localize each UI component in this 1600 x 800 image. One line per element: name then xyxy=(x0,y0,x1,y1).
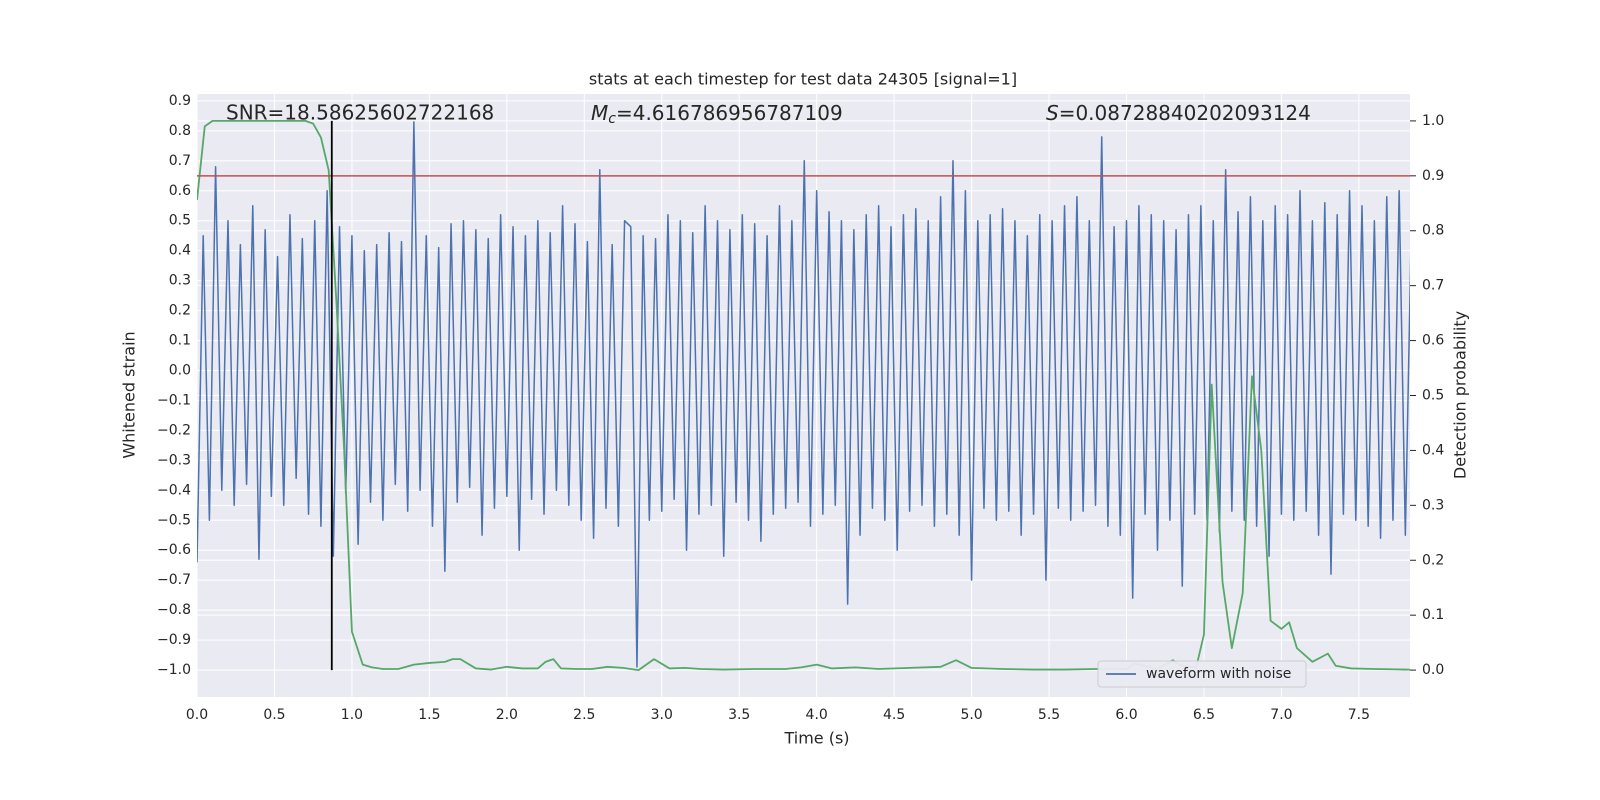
y-tick-label: 0.8 xyxy=(169,123,191,139)
x-tick-label: 6.0 xyxy=(1115,707,1137,723)
x-tick-label: 7.5 xyxy=(1348,707,1370,723)
y-tick-label: 0.3 xyxy=(169,273,191,289)
x-tick-label: 2.5 xyxy=(573,707,595,723)
y-tick-label: −0.3 xyxy=(157,452,191,468)
series-line xyxy=(197,120,1410,671)
annotation: S=0.08728840202093124 xyxy=(1046,101,1311,125)
y-tick-label: 0.7 xyxy=(169,153,191,169)
x-axis-label: Time (s) xyxy=(783,729,849,748)
y2-tick-label: 0.0 xyxy=(1422,662,1444,678)
y-tick-label: −1.0 xyxy=(157,662,191,678)
y-tick-label: −0.4 xyxy=(157,482,191,498)
x-tick-label: 1.5 xyxy=(418,707,440,723)
x-tick-label: 6.5 xyxy=(1193,707,1215,723)
y2-axis-label: Detection probability xyxy=(1451,311,1470,479)
legend-box xyxy=(1097,660,1307,688)
annotation-value: =4.616786956787109 xyxy=(616,101,843,125)
y-tick-label: −0.5 xyxy=(157,512,191,528)
y-tick-label: −0.9 xyxy=(157,632,191,648)
annotation-symbol: M xyxy=(591,101,608,125)
annotation-value: =0.08728840202093124 xyxy=(1059,101,1311,125)
annotation: SNR=18.58625602722168 xyxy=(226,101,494,125)
y-tick-label: 0.9 xyxy=(169,93,191,109)
y2-tick-label: 1.0 xyxy=(1422,113,1444,129)
y-tick-label: −0.2 xyxy=(157,422,191,438)
legend-label: waveform with noise xyxy=(1146,666,1291,682)
annotation: Mc=4.616786956787109 xyxy=(591,101,843,128)
y-tick-label: −0.6 xyxy=(157,542,191,558)
x-tick-label: 5.5 xyxy=(1038,707,1060,723)
annotation-subscript: c xyxy=(608,111,616,127)
y2-tick-label: 0.2 xyxy=(1422,552,1444,568)
y-tick-label: 0.0 xyxy=(169,362,191,378)
y-tick-label: −0.7 xyxy=(157,572,191,588)
x-tick-label: 7.0 xyxy=(1270,707,1292,723)
y-tick-label: −0.8 xyxy=(157,602,191,618)
y2-tick-label: 0.1 xyxy=(1422,607,1444,623)
x-tick-label: 4.0 xyxy=(806,707,828,723)
annotation-symbol: S xyxy=(1046,101,1059,125)
y-tick-label: 0.4 xyxy=(169,243,191,259)
x-tick-label: 0.5 xyxy=(263,707,285,723)
y-axis-label: Whitened strain xyxy=(120,331,139,458)
y-tick-label: 0.6 xyxy=(169,183,191,199)
y-tick-label: −0.1 xyxy=(157,392,191,408)
y-tick-label: 0.5 xyxy=(169,213,191,229)
y2-tick-label: 0.9 xyxy=(1422,168,1444,184)
y2-tick-label: 0.8 xyxy=(1422,223,1444,239)
x-tick-label: 4.5 xyxy=(883,707,905,723)
y-tick-label: 0.2 xyxy=(169,303,191,319)
y2-tick-label: 0.5 xyxy=(1422,388,1444,404)
y2-tick-label: 0.7 xyxy=(1422,278,1444,294)
series-line xyxy=(197,121,1410,668)
y2-tick-label: 0.4 xyxy=(1422,442,1444,458)
x-tick-label: 0.0 xyxy=(186,707,208,723)
y2-tick-label: 0.3 xyxy=(1422,497,1444,513)
y-tick-label: 0.1 xyxy=(169,333,191,349)
x-tick-label: 2.0 xyxy=(496,707,518,723)
y2-tick-label: 0.6 xyxy=(1422,333,1444,349)
x-tick-label: 1.0 xyxy=(341,707,363,723)
x-tick-label: 3.0 xyxy=(651,707,673,723)
x-tick-label: 3.5 xyxy=(728,707,750,723)
chart-title: stats at each timestep for test data 243… xyxy=(589,70,1017,89)
x-tick-label: 5.0 xyxy=(960,707,982,723)
